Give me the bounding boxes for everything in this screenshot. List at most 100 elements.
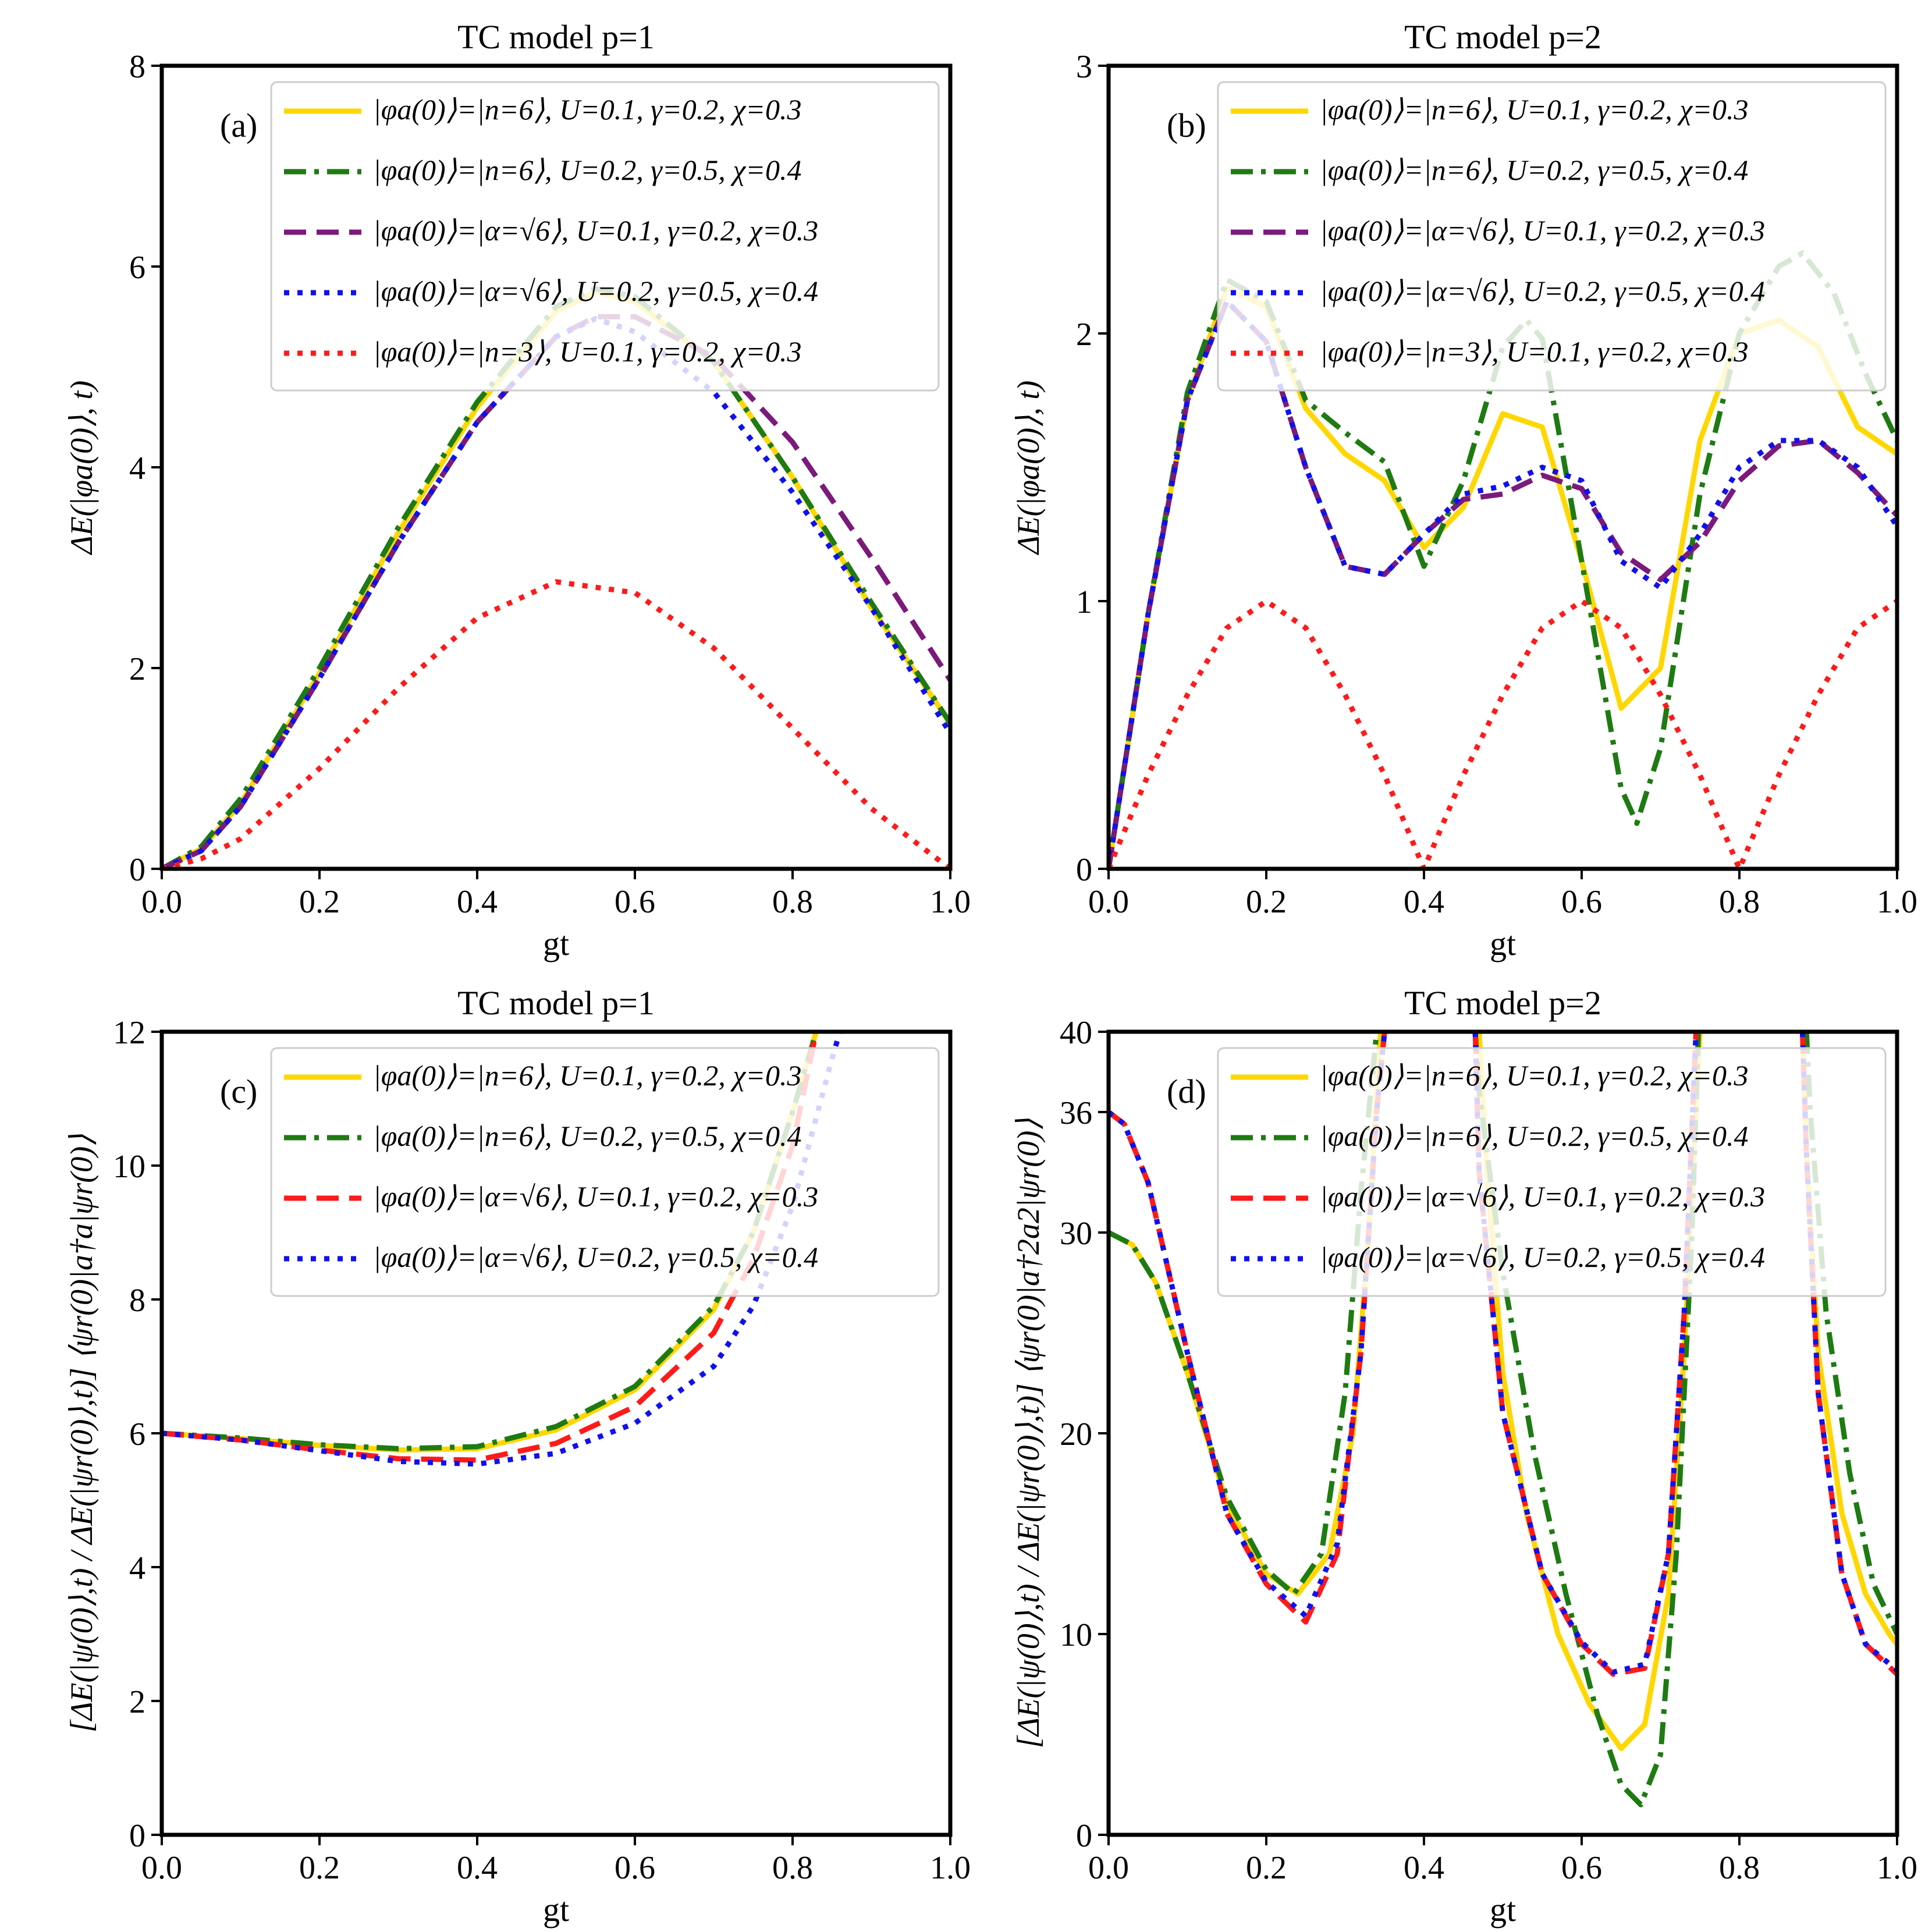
panel-label: (d)	[1167, 1072, 1206, 1110]
chart-title: TC model p=2	[1404, 18, 1601, 56]
series-line-5	[1109, 598, 1897, 869]
x-tick-label: 0.2	[299, 1850, 340, 1886]
legend-label: |φa(0)⟩=|n=6⟩, U=0.2, γ=0.5, χ=0.4	[1320, 154, 1748, 186]
x-tick-label: 0.2	[299, 884, 340, 920]
series-line-3	[162, 1032, 819, 1463]
panel-b: TC model p=2 |φa(0)⟩=|n=6⟩, U=0.1, γ=0.2,…	[1011, 18, 1917, 963]
x-tick-label: 0.4	[457, 1850, 498, 1886]
x-tick-label: 0.0	[1088, 1850, 1129, 1886]
legend-label: |φa(0)⟩=|α=√6⟩, U=0.2, γ=0.5, χ=0.4	[373, 1241, 818, 1273]
x-tick-label: 1.0	[930, 884, 971, 920]
legend-label: |φa(0)⟩=|n=6⟩, U=0.2, γ=0.5, χ=0.4	[373, 154, 801, 186]
y-tick-label: 20	[1060, 1416, 1092, 1452]
legend-label: |φa(0)⟩=|α=√6⟩, U=0.1, γ=0.2, χ=0.3	[1320, 214, 1765, 247]
x-tick-label: 0.0	[141, 884, 182, 920]
series-line-4	[162, 316, 950, 869]
x-tick-label: 0.8	[1719, 884, 1760, 920]
x-tick-label: 1.0	[1877, 1850, 1917, 1886]
y-tick-label: 10	[113, 1149, 145, 1185]
panel-label: (a)	[220, 106, 257, 144]
x-tick-label: 0.6	[1561, 1850, 1602, 1886]
legend-label: |φa(0)⟩=|n=6⟩, U=0.1, γ=0.2, χ=0.3	[373, 93, 801, 126]
x-tick-label: 0.8	[1719, 1850, 1760, 1886]
x-tick-label: 1.0	[1877, 884, 1917, 920]
x-tick-label: 0.2	[1246, 884, 1287, 920]
chart-title: TC model p=1	[457, 18, 655, 56]
y-tick-label: 1	[1076, 584, 1092, 620]
y-tick-label: 0	[1076, 852, 1092, 888]
y-tick-label: 36	[1060, 1095, 1092, 1131]
y-axis-label: [ΔE(|ψ(0)⟩,t) / ΔE(|ψr(0)⟩,t)] ⟨ψr(0)|a†…	[1011, 1118, 1046, 1749]
series-line-5	[162, 579, 950, 869]
legend-label: |φa(0)⟩=|n=6⟩, U=0.1, γ=0.2, χ=0.3	[1320, 1059, 1748, 1092]
legend: |φa(0)⟩=|n=6⟩, U=0.1, γ=0.2, χ=0.3 |φa(0)…	[1217, 1047, 1887, 1297]
y-tick-label: 6	[129, 1416, 145, 1452]
panel-c: TC model p=1 |φa(0)⟩=|n=6⟩, U=0.1, γ=0.2,…	[64, 984, 971, 1929]
legend-label: |φa(0)⟩=|n=6⟩, U=0.2, γ=0.5, χ=0.4	[1320, 1120, 1748, 1152]
legend-box	[1217, 1047, 1887, 1297]
legend: |φa(0)⟩=|n=6⟩, U=0.1, γ=0.2, χ=0.3 |φa(0)…	[270, 81, 940, 392]
x-axis-label: gt	[543, 1891, 569, 1929]
panel-label: (b)	[1167, 106, 1206, 144]
legend-box	[1217, 81, 1887, 392]
series-line-3	[162, 314, 950, 869]
y-tick-label: 2	[1076, 317, 1092, 353]
x-tick-label: 0.4	[1404, 884, 1444, 920]
legend-label: |φa(0)⟩=|n=3⟩, U=0.1, γ=0.2, χ=0.3	[373, 335, 801, 368]
legend-label: |φa(0)⟩=|α=√6⟩, U=0.1, γ=0.2, χ=0.3	[373, 214, 818, 247]
plot-frame	[1106, 63, 1899, 871]
legend-label: |φa(0)⟩=|α=√6⟩, U=0.1, γ=0.2, χ=0.3	[1320, 1180, 1765, 1213]
x-tick-label: 0.8	[772, 1850, 813, 1886]
x-tick-label: 0.8	[772, 884, 813, 920]
x-tick-label: 1.0	[930, 1850, 971, 1886]
y-tick-label: 0	[129, 1818, 145, 1854]
y-tick-label: 0	[1076, 1818, 1092, 1854]
legend-label: |φa(0)⟩=|n=6⟩, U=0.1, γ=0.2, χ=0.3	[373, 1059, 801, 1092]
y-tick-label: 30	[1060, 1216, 1092, 1252]
legend-box	[270, 1047, 940, 1297]
legend-label: |φa(0)⟩=|n=6⟩, U=0.1, γ=0.2, χ=0.3	[1320, 93, 1748, 126]
y-tick-label: 10	[1060, 1617, 1092, 1653]
series-line-2	[162, 1032, 819, 1451]
y-axis-label: ΔE(|φa(0)⟩, t)	[1011, 381, 1046, 555]
legend-label: |φa(0)⟩=|α=√6⟩, U=0.2, γ=0.5, χ=0.4	[1320, 275, 1765, 307]
x-axis-label: gt	[543, 925, 569, 963]
x-tick-label: 0.6	[615, 1850, 655, 1886]
x-tick-label: 0.6	[615, 884, 655, 920]
legend: |φa(0)⟩=|n=6⟩, U=0.1, γ=0.2, χ=0.3 |φa(0)…	[270, 1047, 940, 1297]
y-tick-label: 0	[129, 852, 145, 888]
legend-label: |φa(0)⟩=|α=√6⟩, U=0.1, γ=0.2, χ=0.3	[373, 1180, 818, 1213]
chart-title: TC model p=1	[457, 984, 655, 1022]
y-tick-label: 8	[129, 49, 145, 85]
x-axis-label: gt	[1490, 1891, 1516, 1929]
y-tick-label: 4	[129, 1550, 145, 1586]
x-tick-label: 0.0	[1088, 884, 1129, 920]
x-tick-label: 0.6	[1561, 884, 1602, 920]
y-tick-label: 12	[113, 1015, 145, 1051]
panel-d: TC model p=2 |φa(0)⟩=|n=6⟩, U=0.1, γ=0.2,…	[1011, 984, 1917, 1929]
legend-label: |φa(0)⟩=|n=6⟩, U=0.2, γ=0.5, χ=0.4	[373, 1120, 801, 1152]
y-tick-label: 40	[1060, 1015, 1092, 1051]
x-tick-label: 0.0	[141, 1850, 182, 1886]
y-tick-label: 8	[129, 1283, 145, 1319]
legend-box	[270, 81, 940, 392]
x-axis-label: gt	[1490, 925, 1516, 963]
x-tick-label: 0.4	[1404, 1850, 1444, 1886]
panel-a: TC model p=1 |φa(0)⟩=|n=6⟩, U=0.1, γ=0.2,…	[64, 18, 971, 963]
legend-label: |φa(0)⟩=|α=√6⟩, U=0.2, γ=0.5, χ=0.4	[1320, 1241, 1765, 1273]
y-axis-label: [ΔE(|ψ(0)⟩,t) / ΔE(|ψr(0)⟩,t)] ⟨ψr(0)|a†…	[64, 1134, 99, 1733]
legend-label: |φa(0)⟩=|n=3⟩, U=0.1, γ=0.2, χ=0.3	[1320, 335, 1748, 368]
y-tick-label: 2	[129, 651, 145, 687]
y-tick-label: 6	[129, 250, 145, 286]
x-tick-label: 0.2	[1246, 1850, 1287, 1886]
y-tick-label: 2	[129, 1684, 145, 1720]
x-tick-label: 0.4	[457, 884, 498, 920]
chart-title: TC model p=2	[1404, 984, 1601, 1022]
y-tick-label: 3	[1076, 49, 1092, 85]
y-axis-label: ΔE(|φa(0)⟩, t)	[64, 381, 99, 555]
legend-label: |φa(0)⟩=|α=√6⟩, U=0.2, γ=0.5, χ=0.4	[373, 275, 818, 307]
panel-label: (c)	[220, 1072, 257, 1110]
legend: |φa(0)⟩=|n=6⟩, U=0.1, γ=0.2, χ=0.3 |φa(0)…	[1217, 81, 1887, 392]
y-tick-label: 4	[129, 450, 145, 486]
